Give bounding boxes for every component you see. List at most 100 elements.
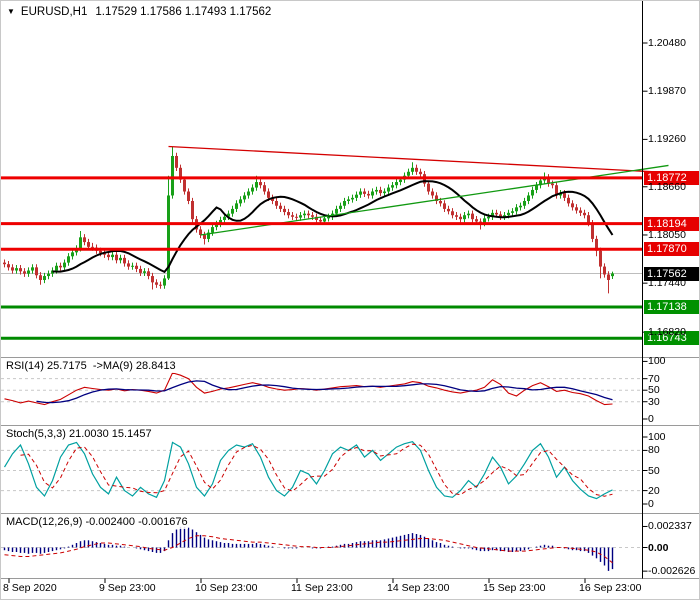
candle-bull xyxy=(395,182,398,186)
candle-bull xyxy=(227,213,230,217)
candle-bull xyxy=(251,187,254,192)
candle-bull xyxy=(67,256,70,263)
candle-bear xyxy=(587,215,590,224)
candle-bear xyxy=(187,191,190,201)
candle-bull xyxy=(239,199,242,204)
candle-bull xyxy=(247,191,250,196)
candle-bull xyxy=(411,167,414,172)
chart-title: ▼ EURUSD,H1 1.17529 1.17586 1.17493 1.1756… xyxy=(7,6,272,19)
candle-bull xyxy=(15,268,18,271)
candle-bear xyxy=(439,201,442,204)
rsi-ma-line xyxy=(36,380,613,404)
candle-bull xyxy=(231,208,234,214)
candle-bear xyxy=(263,185,266,192)
candle-bear xyxy=(307,213,310,216)
candle-bull xyxy=(467,213,470,216)
candle-bull xyxy=(219,219,222,224)
candle-bear xyxy=(19,268,22,272)
ma-line xyxy=(52,180,614,274)
candle-bull xyxy=(351,197,354,200)
symbol-period-label: EURUSD,H1 xyxy=(20,6,88,18)
time-axis-label: 9 Sep 23:00 xyxy=(99,582,156,594)
price-tag-support-1: 1.17138 xyxy=(644,300,699,314)
candle-bear xyxy=(475,219,478,222)
candle-bear xyxy=(379,189,382,194)
time-axis-label: 11 Sep 23:00 xyxy=(291,582,353,594)
candle-bear xyxy=(459,216,462,220)
price-axis-tick-label: 1.18050 xyxy=(648,228,686,241)
candle-bear xyxy=(127,263,130,267)
candle-bull xyxy=(535,185,538,190)
candle-bull xyxy=(483,218,486,224)
candle-bear xyxy=(363,191,366,194)
candle-bear xyxy=(175,155,178,168)
candle-bull xyxy=(31,267,34,271)
stoch-indicator-label: Stoch(5,3,3) 21.0030 15.1457 xyxy=(6,428,152,441)
stoch-axis-tick-label: 80 xyxy=(648,444,660,457)
candle-bear xyxy=(151,276,154,283)
candle-bear xyxy=(107,254,110,258)
candle-bull xyxy=(375,189,378,192)
candle-bear xyxy=(35,267,38,276)
time-axis-label: 8 Sep 2020 xyxy=(3,582,57,594)
candle-bear xyxy=(279,205,282,209)
candle-bull xyxy=(111,254,114,258)
candle-bear xyxy=(443,203,446,209)
macd-axis-tick-label: 0.002337 xyxy=(648,520,692,533)
candle-bull xyxy=(511,211,514,213)
candle-bear xyxy=(419,171,422,175)
rsi-axis-tick-label: 100 xyxy=(648,355,666,368)
candle-bull xyxy=(339,205,342,209)
price-axis-tick-label: 1.16820 xyxy=(648,326,686,339)
rsi-axis-tick-label: 30 xyxy=(648,395,660,408)
candle-bear xyxy=(555,185,558,196)
candle-bear xyxy=(39,275,42,280)
candle-bear xyxy=(427,183,430,192)
candle-bull xyxy=(63,262,66,268)
candle-bear xyxy=(583,212,586,216)
candle-bear xyxy=(451,211,454,216)
candle-bull xyxy=(211,227,214,233)
trendline-descending-resistance xyxy=(168,145,669,174)
candle-bull xyxy=(43,276,46,280)
symbol-dropdown-icon[interactable]: ▼ xyxy=(7,7,15,16)
candle-bear xyxy=(115,254,118,261)
candle-bear xyxy=(135,265,138,269)
candle-bear xyxy=(87,242,90,247)
candle-bear xyxy=(591,223,594,239)
candle-bear xyxy=(123,257,126,264)
macd-indicator-label: MACD(12,26,9) -0.002400 -0.001676 xyxy=(6,516,188,529)
candle-bear xyxy=(499,214,502,217)
candle-bear xyxy=(147,271,150,277)
candle-bull xyxy=(387,187,390,192)
candle-bull xyxy=(119,257,122,261)
rsi-indicator-label: RSI(14) 25.7175 ->MA(9) 28.8413 xyxy=(6,360,176,373)
candle-bear xyxy=(267,191,270,198)
price-tag-resistance-3: 1.17870 xyxy=(644,242,699,256)
rsi-axis-tick-label: 70 xyxy=(648,372,660,385)
candle-bear xyxy=(139,268,142,273)
candle-bear xyxy=(3,262,6,265)
candle-bull xyxy=(463,215,466,220)
candle-bear xyxy=(11,267,14,271)
candle-bear xyxy=(275,201,278,206)
candle-bear xyxy=(563,193,566,198)
time-axis-label: 16 Sep 23:00 xyxy=(579,582,642,594)
candle-bull xyxy=(255,182,258,188)
candle-bear xyxy=(579,210,582,213)
rsi-axis-tick-label: 50 xyxy=(648,384,660,397)
candle-bear xyxy=(319,219,322,222)
candle-bull xyxy=(399,179,402,183)
candle-bear xyxy=(367,193,370,196)
price-axis-tick-label: 1.18660 xyxy=(648,180,686,193)
candle-bull xyxy=(299,215,302,218)
candle-bear xyxy=(259,182,262,186)
candle-bull xyxy=(27,270,30,274)
macd-axis-tick-label: 0.00 xyxy=(648,541,669,554)
candle-bear xyxy=(91,246,94,248)
candle-bull xyxy=(519,205,522,208)
candle-bull xyxy=(335,208,338,214)
candle-bull xyxy=(359,191,362,195)
